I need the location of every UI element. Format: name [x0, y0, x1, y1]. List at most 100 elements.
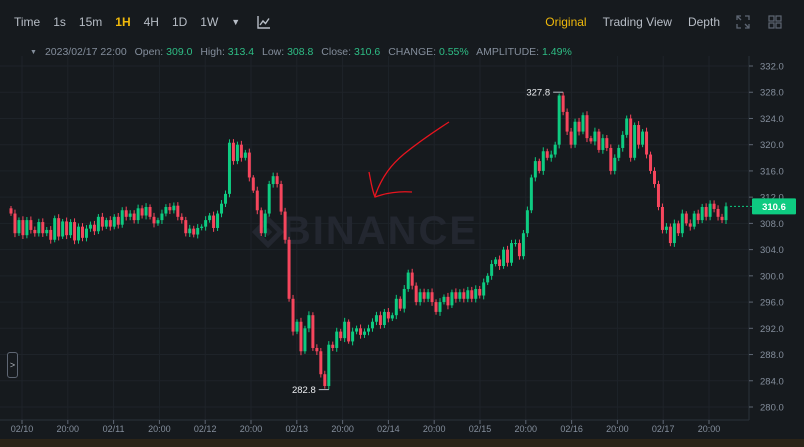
tf-1w[interactable]: 1W: [200, 15, 219, 29]
candle-body: [29, 220, 33, 230]
indicator-chart-icon[interactable]: [256, 14, 272, 30]
candle: [525, 206, 529, 237]
candle-body: [668, 226, 672, 244]
candle: [498, 255, 502, 270]
candle-body: [255, 190, 259, 211]
candle-body: [92, 224, 96, 232]
candle: [235, 141, 239, 165]
tf-15m[interactable]: 15m: [78, 15, 103, 29]
candle: [370, 318, 374, 332]
candle-body: [573, 121, 577, 145]
candle-body: [120, 210, 124, 225]
candle: [605, 135, 609, 152]
x-tick-label: 02/15: [469, 424, 492, 434]
candle-body: [160, 213, 164, 221]
candle: [96, 214, 100, 235]
candle: [458, 289, 462, 302]
candle: [283, 207, 287, 244]
candle-body: [247, 152, 251, 178]
low-label: Low:: [261, 46, 285, 58]
candle-body: [311, 315, 315, 348]
candle: [378, 311, 382, 329]
candle-body: [192, 228, 196, 235]
candle-body: [96, 216, 100, 232]
candle-body: [231, 142, 235, 162]
candle-body: [529, 177, 533, 211]
candle: [557, 93, 561, 149]
candle-body: [633, 125, 637, 158]
candle-body: [656, 184, 660, 207]
candle-body: [136, 208, 140, 221]
candle: [367, 324, 370, 336]
high-label: High:: [200, 46, 225, 58]
tf-1s[interactable]: 1s: [53, 15, 66, 29]
candle-body: [224, 193, 227, 204]
tab-original[interactable]: Original: [545, 15, 587, 29]
candle: [712, 200, 716, 213]
candle: [668, 223, 672, 247]
candle-body: [426, 292, 430, 299]
candle: [180, 213, 184, 224]
candle: [629, 114, 633, 162]
candle: [255, 186, 259, 215]
candle-body: [510, 243, 513, 263]
candle-body: [140, 208, 144, 216]
candle-body: [609, 147, 613, 171]
candle-body: [601, 138, 605, 150]
tab-depth[interactable]: Depth: [687, 15, 720, 29]
tf-4h[interactable]: 4H: [143, 15, 159, 29]
candle: [25, 217, 29, 239]
candle: [478, 285, 482, 299]
candle: [660, 203, 664, 234]
candle-body: [446, 296, 450, 306]
candle: [331, 341, 335, 352]
last-price-label: 310.6: [762, 202, 786, 213]
candle: [231, 139, 235, 165]
candle-body: [100, 216, 104, 227]
candle-body: [581, 115, 585, 132]
candle-body: [367, 328, 370, 332]
candle-body: [343, 321, 347, 339]
candle: [649, 151, 653, 174]
y-tick-label: 312.0: [760, 193, 784, 204]
candle-body: [625, 118, 629, 135]
candle: [680, 209, 684, 238]
close-value: 310.6: [353, 46, 381, 58]
candle: [386, 308, 390, 323]
tf-1d[interactable]: 1D: [171, 15, 188, 29]
candle: [160, 209, 164, 225]
candle: [438, 298, 442, 316]
y-tick-label: 320.0: [760, 140, 784, 151]
fullscreen-icon[interactable]: [736, 15, 750, 29]
candle-body: [533, 161, 537, 178]
grid-layout-icon[interactable]: [768, 15, 782, 29]
candle-body: [577, 121, 581, 132]
y-tick-label: 332.0: [760, 62, 784, 73]
candle-body: [69, 222, 73, 236]
chart-grid: [0, 56, 749, 420]
candle-body: [720, 216, 724, 221]
candle: [625, 115, 629, 138]
candle: [621, 131, 625, 152]
candle: [136, 204, 140, 224]
expand-panel-button[interactable]: >: [7, 352, 18, 378]
candle-body: [347, 321, 351, 342]
more-timeframes-caret-icon[interactable]: ▼: [231, 17, 241, 27]
candle-body: [613, 157, 617, 171]
candle-body: [597, 131, 601, 150]
candle: [188, 224, 192, 237]
candle: [466, 286, 470, 303]
tf-1h[interactable]: 1H: [115, 15, 131, 29]
tf-time[interactable]: Time: [14, 15, 41, 29]
candle-body: [327, 344, 331, 387]
amplitude-label: AMPLITUDE:: [476, 46, 540, 58]
tab-trading-view[interactable]: Trading View: [602, 15, 672, 29]
candle: [184, 216, 188, 237]
collapse-info-icon[interactable]: ▼: [30, 49, 37, 56]
candle: [664, 223, 668, 234]
y-tick-label: 288.0: [760, 350, 784, 361]
candle: [517, 239, 521, 260]
candle-body: [645, 131, 649, 155]
y-tick-label: 304.0: [760, 245, 784, 256]
